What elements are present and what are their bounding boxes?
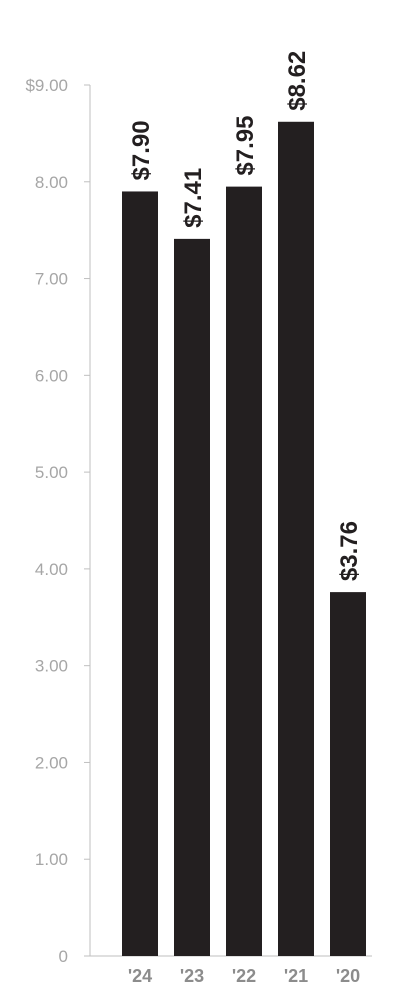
bar-value-label: $7.95 — [232, 116, 259, 176]
y-tick-label: 5.00 — [35, 463, 68, 482]
bar — [174, 238, 210, 957]
bar — [122, 191, 158, 956]
y-tick-label: 3.00 — [35, 657, 68, 676]
y-tick-label: 2.00 — [35, 753, 68, 772]
bar-value-label: $3.76 — [336, 521, 363, 581]
x-category-label: '22 — [232, 966, 256, 986]
bar-value-label: $7.90 — [128, 120, 155, 180]
bar-value-label: $8.62 — [284, 51, 311, 111]
x-category-label: '23 — [180, 966, 204, 986]
bar — [226, 186, 262, 956]
bars — [122, 121, 366, 957]
y-axis: 0 1.00 2.00 3.00 4.00 5.00 6.00 7.00 8.00 $9.00 — [25, 76, 372, 966]
bar-value-label: $7.41 — [180, 168, 207, 228]
bar — [278, 121, 314, 956]
y-tick-label: 4.00 — [35, 560, 68, 579]
x-category-label: '24 — [128, 966, 152, 986]
labels: $7.90 '24 $7.41 '23 $7.95 '22 $8.62 '21 $3.76 '20 — [128, 51, 363, 986]
y-tick-label: 7.00 — [35, 270, 68, 289]
x-category-label: '21 — [284, 966, 308, 986]
y-tick-label: 0 — [59, 947, 68, 966]
bar — [330, 592, 366, 956]
y-tick-label: 6.00 — [35, 366, 68, 385]
y-tick-label: 8.00 — [35, 173, 68, 192]
y-tick-label: $9.00 — [25, 76, 68, 95]
x-category-label: '20 — [336, 966, 360, 986]
y-tick-label: 1.00 — [35, 850, 68, 869]
